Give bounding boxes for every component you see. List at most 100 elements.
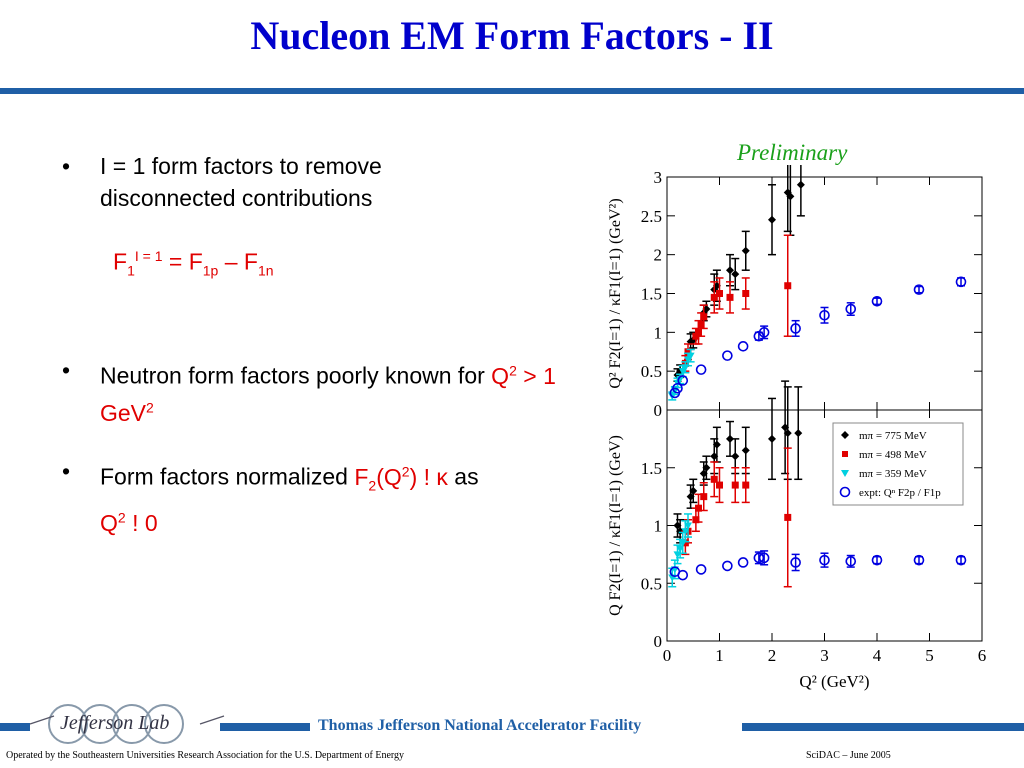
- footer-name-gap: [310, 718, 742, 736]
- legend-marker: [839, 486, 851, 498]
- data-point: [741, 246, 750, 255]
- legend-marker: [842, 451, 848, 457]
- data-point: [700, 313, 708, 321]
- data-point: [695, 328, 702, 336]
- data-point: [741, 446, 750, 455]
- data-point: [913, 284, 925, 295]
- data-point: [712, 440, 721, 449]
- data-point: [758, 327, 770, 338]
- x-tick-label: 5: [925, 646, 934, 665]
- data-point: [677, 569, 689, 581]
- data-point: [871, 295, 883, 307]
- bullet-1-text: I = 1 form factors to remove disconnecte…: [100, 153, 382, 211]
- data-point: [710, 475, 718, 483]
- footer-logo-gap: [30, 718, 220, 736]
- bullet-2-text: Neutron form factors poorly known for Q2…: [100, 362, 556, 427]
- x-axis-label: Q² (GeV²): [799, 672, 869, 691]
- title-divider: [0, 88, 1024, 94]
- logo-text: Jefferson Lab: [60, 712, 170, 734]
- data-point: [731, 452, 740, 461]
- x-tick-label: 4: [873, 646, 882, 665]
- event-date-text: SciDAC – June 2005: [806, 750, 891, 761]
- data-point: [672, 382, 683, 394]
- data-point: [695, 564, 707, 575]
- x-tick-label: 3: [820, 646, 829, 665]
- data-point: [692, 516, 700, 524]
- data-point: [684, 348, 692, 356]
- data-point: [955, 554, 967, 566]
- operated-by-text: Operated by the Southeastern Universitie…: [6, 750, 405, 761]
- data-point: [702, 463, 711, 472]
- isovector-formula: F1I = 1 = F1p – F1n: [113, 248, 274, 279]
- x-tick-label: 6: [978, 646, 987, 665]
- x-tick-label: 2: [768, 646, 777, 665]
- data-point: [716, 481, 723, 489]
- legend-label: mπ = 775 MeV: [859, 430, 927, 442]
- data-point: [695, 364, 707, 375]
- legend-label: mπ = 498 MeV: [859, 449, 927, 461]
- data-point: [955, 276, 967, 288]
- y-axis-label: Q F2(I=1) / κF1(I=1) (GeV): [607, 435, 624, 616]
- data-point: [710, 293, 718, 301]
- data-point: [676, 375, 685, 383]
- data-point: [794, 429, 803, 438]
- bullet-3-text: Form factors normalized F2(Q2) ! κ as Q2 …: [100, 463, 479, 536]
- bullet-1-marker: •: [62, 153, 71, 179]
- form-factor-chart: 0 0.5 1 1.5 2 2.5 3 Q² F2(I=1) / κF1(I=1) (GeV²…: [607, 165, 987, 691]
- data-point: [786, 192, 795, 201]
- data-point: [716, 290, 723, 297]
- legend-marker: [841, 470, 849, 477]
- data-point: [737, 341, 749, 352]
- data-point: [845, 303, 857, 315]
- jefferson-lab-logo: [29, 704, 225, 744]
- data-point: [726, 293, 734, 301]
- data-point: [913, 554, 925, 566]
- data-point: [695, 504, 702, 512]
- data-point: [871, 554, 883, 566]
- data-point: [742, 290, 750, 297]
- data-point: [731, 481, 739, 489]
- x-tick-label: 1: [715, 646, 724, 665]
- y-tick-label: 2: [654, 246, 663, 265]
- y-tick-label: 1.5: [641, 459, 662, 478]
- legend-box: [832, 422, 964, 506]
- data-point: [722, 560, 733, 572]
- data-point: [742, 481, 750, 489]
- y-tick-label: 1: [654, 323, 663, 342]
- y-tick-label: 1.5: [641, 285, 662, 304]
- y-axis-label: Q² F2(I=1) / κF1(I=1) (GeV²): [607, 198, 624, 388]
- data-point: [819, 309, 830, 321]
- data-point: [726, 266, 734, 275]
- bullet-2-marker: •: [62, 357, 71, 383]
- data-point: [692, 332, 700, 340]
- legend-marker: [841, 431, 849, 439]
- data-point: [731, 270, 740, 279]
- legend-label: mπ = 359 MeV: [859, 468, 927, 480]
- data-point: [689, 486, 698, 495]
- slide-title: Nucleon EM Form Factors - II: [250, 13, 774, 58]
- bullet-3-marker: •: [62, 458, 71, 484]
- y-tick-label: 0: [654, 401, 663, 420]
- data-point: [819, 554, 830, 566]
- data-point: [768, 434, 776, 443]
- data-point: [684, 522, 692, 530]
- data-point: [790, 557, 801, 568]
- data-point: [845, 556, 857, 567]
- legend-label: expt: Qⁿ F2p / F1p: [859, 487, 941, 499]
- x-tick-label: 0: [663, 646, 672, 665]
- data-point: [697, 321, 705, 329]
- data-point: [677, 375, 689, 386]
- preliminary-label: Preliminary: [737, 140, 848, 165]
- data-point: [784, 513, 792, 521]
- data-point: [768, 215, 776, 224]
- y-tick-label: 0.5: [641, 574, 662, 593]
- data-point: [722, 350, 733, 361]
- data-point: [790, 323, 801, 334]
- y-tick-label: 1: [654, 517, 663, 536]
- y-tick-label: 3: [654, 168, 663, 187]
- lab-name: Thomas Jefferson National Accelerator Fa…: [318, 717, 642, 734]
- data-point: [783, 429, 792, 438]
- data-point: [784, 282, 792, 290]
- data-point: [686, 352, 695, 360]
- data-point: [758, 552, 770, 564]
